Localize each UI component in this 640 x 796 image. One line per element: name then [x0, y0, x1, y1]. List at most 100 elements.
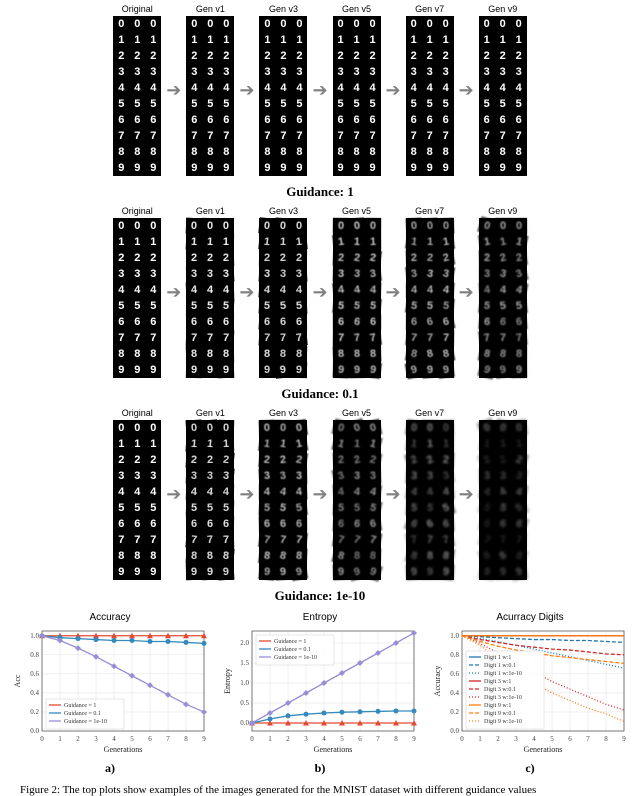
svg-text:4: 4	[532, 735, 536, 743]
digit-cell: 4	[422, 80, 438, 96]
digit-cell: 5	[364, 297, 382, 315]
svg-text:9: 9	[412, 735, 416, 743]
digit-cell: 1	[421, 234, 437, 250]
digit-cell: 1	[202, 32, 218, 48]
digit-cell: 4	[332, 483, 349, 500]
digit-cell: 0	[259, 420, 276, 437]
digit-cell: 4	[438, 80, 454, 96]
digit-cell: 6	[438, 112, 454, 128]
digit-grid: 000111222333444555666777888999	[113, 420, 161, 580]
svg-text:0.0: 0.0	[450, 727, 459, 735]
digit-cell: 3	[422, 64, 438, 80]
digit-cell: 3	[113, 266, 129, 282]
digit-cell: 2	[186, 48, 202, 64]
digit-cell: 5	[349, 96, 365, 112]
digit-cell: 4	[129, 80, 145, 96]
digit-cell: 7	[259, 128, 275, 144]
digit-cell: 8	[202, 144, 218, 160]
digit-cell: 0	[113, 16, 129, 32]
digit-cell: 7	[438, 128, 454, 144]
svg-text:6: 6	[568, 735, 572, 743]
digit-cell: 9	[511, 362, 527, 378]
svg-text:Digit 9 w:1: Digit 9 w:1	[484, 703, 511, 709]
svg-text:Guidance = 1e-10: Guidance = 1e-10	[64, 719, 107, 725]
digit-cell: 1	[129, 32, 145, 48]
digit-cell: 0	[186, 218, 203, 235]
digit-cell: 9	[291, 160, 307, 176]
digit-cell: 7	[275, 128, 291, 144]
digit-cell: 4	[479, 80, 495, 96]
digit-cell: 4	[291, 80, 307, 96]
digit-grid: 000111222333444555666777888999	[186, 420, 234, 580]
svg-text:0.5: 0.5	[240, 699, 249, 707]
digit-cell: 7	[202, 330, 218, 346]
digit-cell: 8	[113, 548, 129, 564]
digit-cell: 9	[437, 361, 455, 379]
digit-cell: 7	[145, 532, 161, 548]
digit-cell: 4	[275, 282, 292, 299]
digit-cell: 6	[275, 516, 292, 533]
digit-cell: 9	[406, 160, 422, 176]
digit-cell: 0	[495, 16, 511, 32]
digit-cell: 6	[405, 314, 421, 330]
digit-cell: 1	[218, 436, 234, 452]
panel-label: Gen v3	[269, 4, 298, 14]
svg-text:Digit 1 w:1: Digit 1 w:1	[484, 655, 511, 661]
chart-b-letter: b)	[315, 761, 326, 776]
digit-cell: 8	[218, 547, 235, 564]
figure-caption: Figure 2: The top plots show examples of…	[20, 784, 620, 796]
digit-cell: 8	[348, 346, 365, 363]
digit-cell: 9	[365, 160, 381, 176]
digit-cell: 4	[406, 282, 422, 298]
arrow-icon: ➔	[238, 484, 255, 505]
svg-text:0: 0	[460, 735, 464, 743]
svg-text:Digit 9 w:1e-10: Digit 9 w:1e-10	[484, 719, 522, 725]
digit-cell: 9	[332, 361, 349, 378]
digit-cell: 3	[186, 64, 202, 80]
svg-text:Entropy: Entropy	[223, 668, 232, 694]
digit-cell: 4	[202, 282, 218, 298]
digit-cell: 5	[113, 96, 129, 112]
digit-cell: 3	[275, 266, 292, 283]
digit-cell: 6	[218, 314, 234, 330]
digit-cell: 3	[348, 265, 365, 282]
digit-cell: 4	[365, 80, 381, 96]
digit-cell: 8	[511, 346, 527, 362]
digit-cell: 3	[218, 266, 235, 283]
digit-cell: 1	[259, 32, 275, 48]
digit-cell: 9	[421, 361, 439, 379]
figure-container: Original000111222333444555666777888999➔G…	[0, 0, 640, 796]
digit-cell: 9	[291, 362, 307, 378]
digit-cell: 0	[129, 16, 145, 32]
digit-cell: 8	[511, 144, 527, 160]
digit-cell: 9	[437, 563, 454, 580]
digit-cell: 2	[291, 250, 307, 266]
digit-cell: 4	[186, 484, 203, 501]
digit-cell: 2	[259, 250, 275, 266]
svg-text:4: 4	[322, 735, 326, 743]
svg-text:6: 6	[148, 735, 152, 743]
digit-cell: 0	[275, 16, 291, 32]
digit-cell: 2	[479, 48, 495, 64]
svg-text:0.6: 0.6	[30, 670, 39, 678]
digit-cell: 3	[291, 468, 308, 485]
digit-cell: 3	[406, 64, 422, 80]
digit-cell: 2	[113, 452, 129, 468]
digit-cell: 5	[186, 500, 203, 517]
digit-cell: 5	[275, 297, 292, 314]
digit-cell: 6	[406, 112, 422, 128]
digit-cell: 9	[218, 563, 235, 580]
digit-cell: 9	[405, 563, 422, 580]
svg-text:0.6: 0.6	[450, 670, 459, 678]
svg-text:5: 5	[340, 735, 344, 743]
digit-cell: 2	[349, 48, 365, 64]
panel-label: Original	[122, 408, 153, 418]
digit-cell: 9	[259, 160, 275, 176]
digit-cell: 3	[333, 64, 349, 80]
digit-cell: 1	[113, 234, 129, 250]
panel-row-2: Original000111222333444555666777888999➔G…	[113, 408, 526, 580]
digit-cell: 7	[495, 330, 511, 346]
digit-cell: 5	[145, 298, 161, 314]
digit-cell: 8	[145, 346, 161, 362]
digit-grid: 000111222333444555666777888999	[479, 218, 527, 378]
